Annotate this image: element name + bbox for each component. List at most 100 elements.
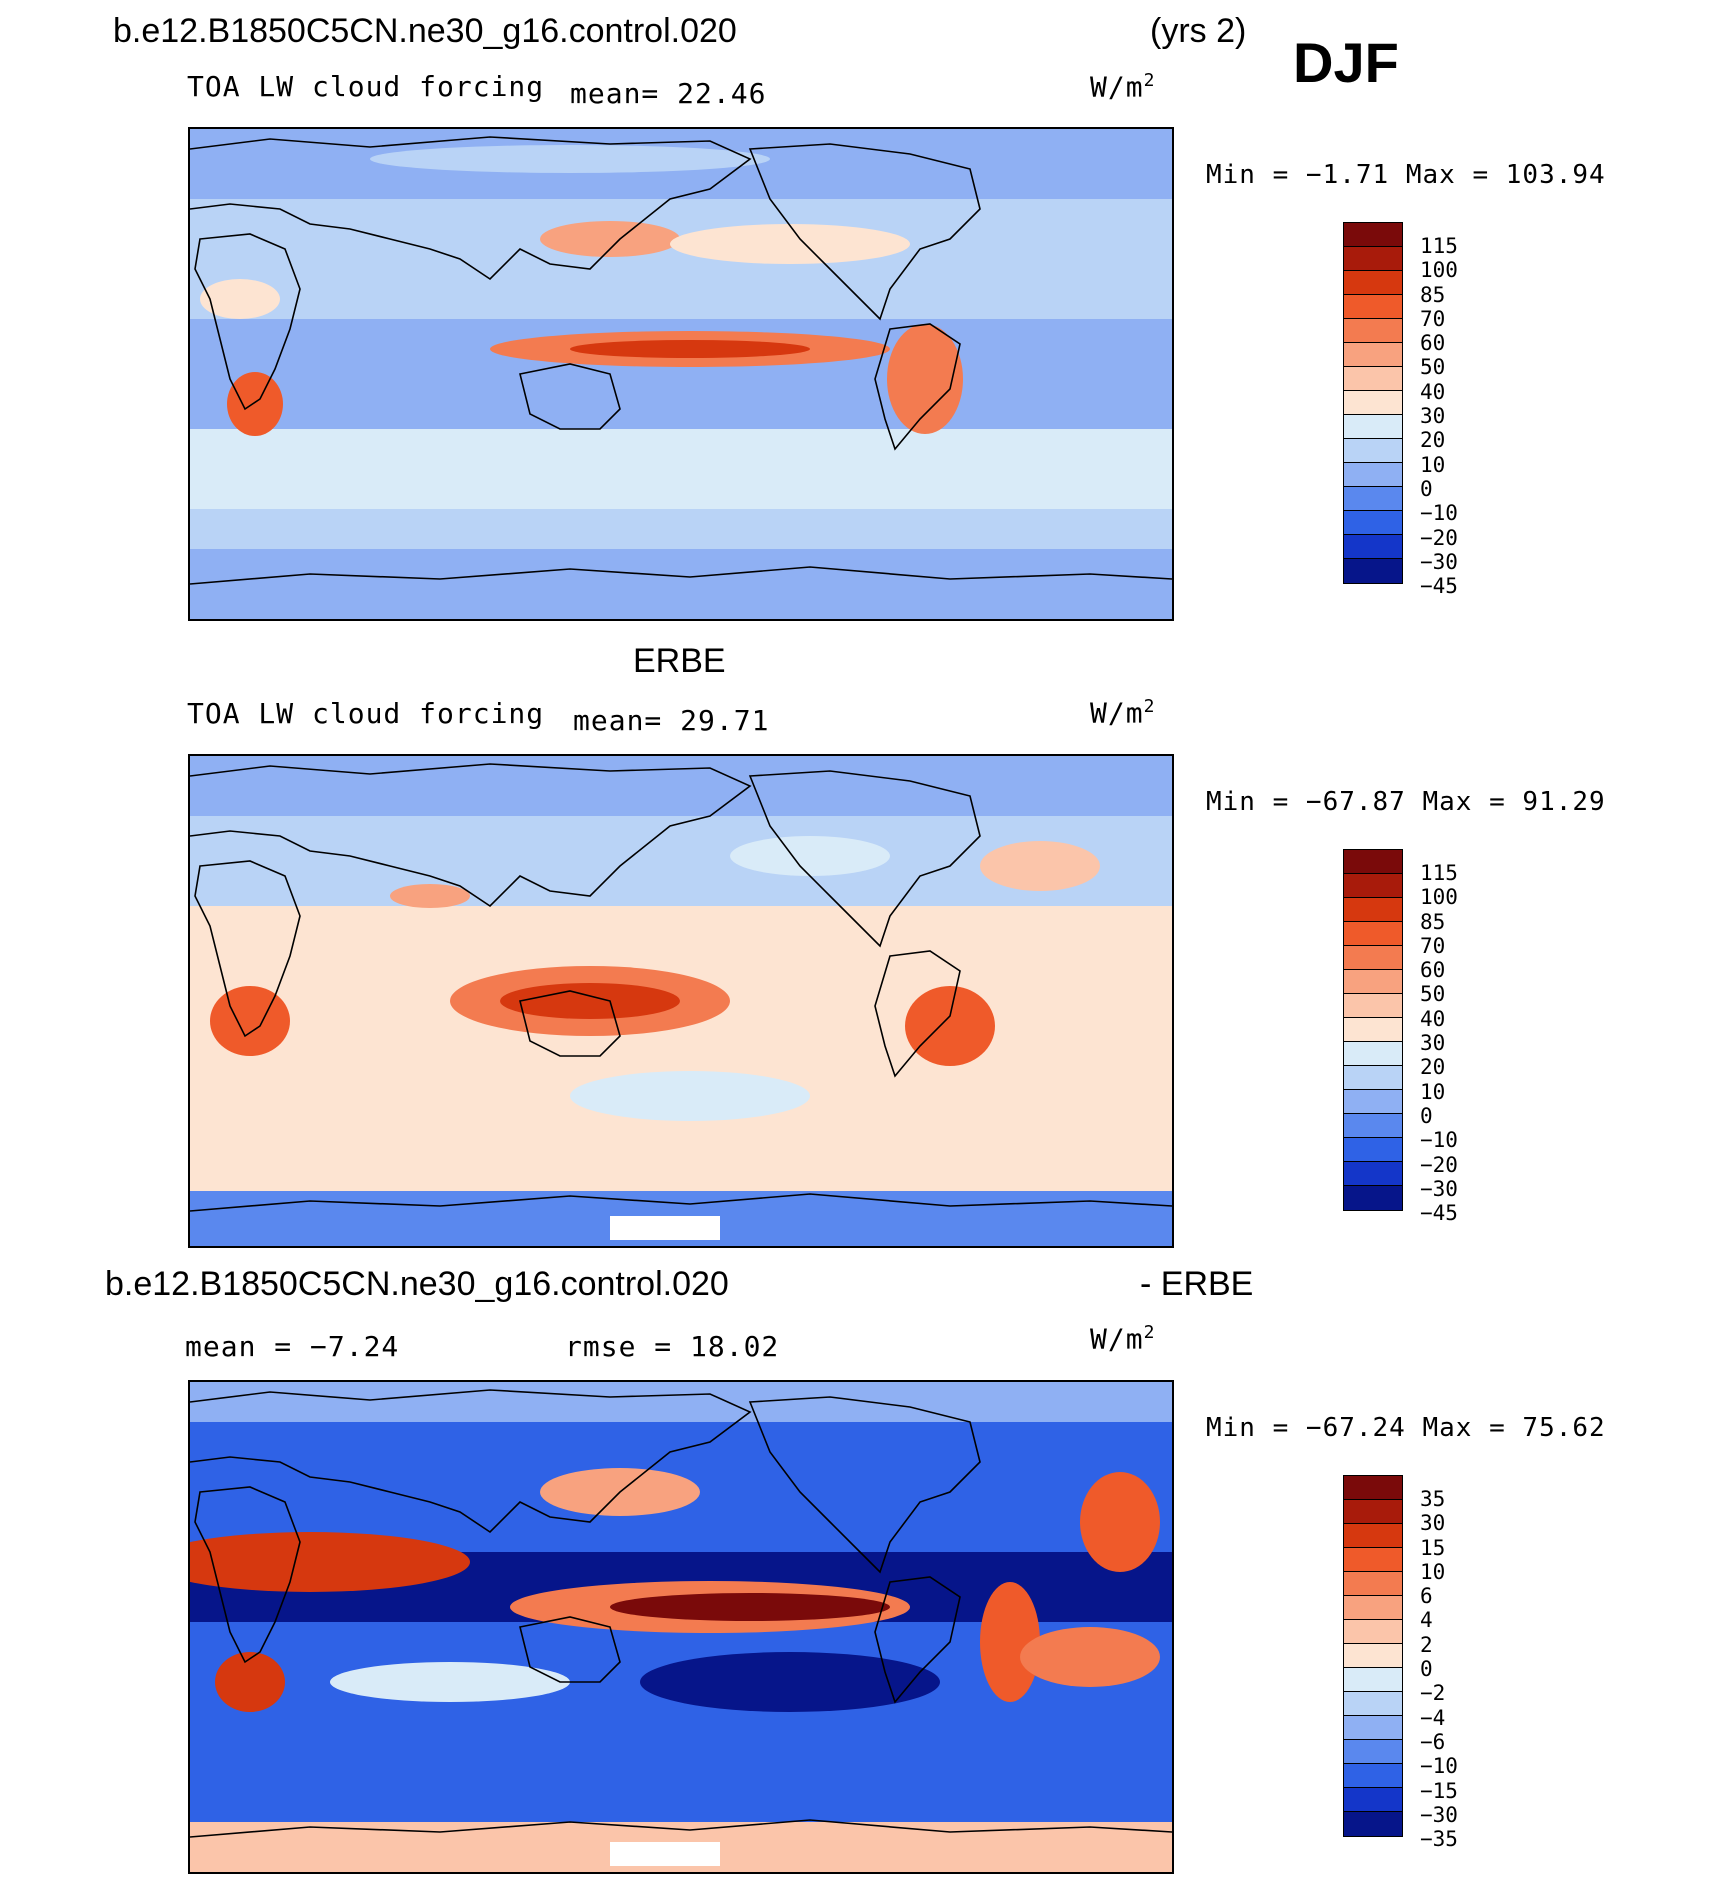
colorbar-swatch [1344, 1596, 1402, 1620]
field-blob [330, 1662, 570, 1702]
colorbar-swatch [1344, 391, 1402, 415]
missing-data-patch [610, 1216, 720, 1240]
colorbar-tick-label: 4 [1420, 1608, 1433, 1633]
field-blob [670, 224, 910, 264]
coastline [874, 950, 961, 1078]
field-blob [1080, 1472, 1160, 1572]
colorbar-swatch [1344, 1476, 1402, 1500]
colorbar-tick-label: 85 [1420, 282, 1446, 307]
colorbar-tick-label: −20 [1420, 525, 1458, 550]
colorbar-tick-label: 10 [1420, 1079, 1446, 1104]
field-blob [1020, 1627, 1160, 1687]
colorbar-swatch [1344, 1788, 1402, 1812]
coastline [190, 763, 752, 908]
colorbar-swatch [1344, 1066, 1402, 1090]
field-blob [370, 145, 770, 173]
colorbar-swatch [1344, 850, 1402, 874]
panel3-mean: mean = −7.24 [185, 1330, 400, 1363]
colorbar-tick-label: 85 [1420, 909, 1446, 934]
field-blob [980, 1582, 1040, 1702]
coastline [874, 1576, 961, 1704]
colorbar-swatch [1344, 535, 1402, 559]
colorbar-tick-label: 50 [1420, 982, 1446, 1007]
colorbar-tick-label: 115 [1420, 861, 1458, 885]
colorbar-swatch [1344, 367, 1402, 391]
colorbar-swatch [1344, 1162, 1402, 1186]
colorbar-swatch [1344, 1740, 1402, 1764]
colorbar-swatch [1344, 1716, 1402, 1740]
colorbar-swatch [1344, 1548, 1402, 1572]
colorbar-swatch [1344, 1764, 1402, 1788]
years-label: (yrs 2) [1150, 12, 1247, 50]
colorbar-swatch [1344, 463, 1402, 487]
colorbar-tick-label: 70 [1420, 933, 1446, 958]
field-band [190, 429, 1172, 509]
colorbar-swatch [1344, 247, 1402, 271]
colorbar-tick-label: 70 [1420, 306, 1446, 331]
colorbar-tick-label: −30 [1420, 1176, 1458, 1201]
colorbar-tick-label: −6 [1420, 1729, 1446, 1754]
panel3-title-right: - ERBE [1140, 1265, 1254, 1303]
panel3-colorbar [1343, 1475, 1403, 1837]
colorbar-swatch [1344, 1186, 1402, 1210]
colorbar-tick-label: −30 [1420, 1802, 1458, 1827]
panel1-variable: TOA LW cloud forcing [187, 70, 545, 103]
field-band [190, 1772, 1172, 1822]
colorbar-swatch [1344, 946, 1402, 970]
colorbar-tick-label: −10 [1420, 1128, 1458, 1153]
colorbar-swatch [1344, 1524, 1402, 1548]
colorbar-swatch [1344, 1692, 1402, 1716]
colorbar-swatch [1344, 1138, 1402, 1162]
colorbar-tick-label: 20 [1420, 428, 1446, 453]
colorbar-swatch [1344, 319, 1402, 343]
panel1-units: W/m2 [1090, 70, 1156, 104]
colorbar-tick-label: 35 [1420, 1487, 1446, 1511]
panel2-variable: TOA LW cloud forcing [187, 697, 545, 730]
field-blob [210, 986, 290, 1056]
panel3-title-left: b.e12.B1850C5CN.ne30_g16.control.020 [105, 1265, 729, 1303]
colorbar-tick-label: −10 [1420, 1754, 1458, 1779]
coastline [748, 770, 981, 948]
field-blob [905, 986, 995, 1066]
coastline [190, 136, 752, 281]
colorbar-tick-label: 30 [1420, 404, 1446, 429]
panel2-colorbar-labels: 115 100 85 70 60 50 40 30 20 10 0 −10 −20 −30 −45 [1420, 861, 1458, 1225]
panel2-mean: mean= 29.71 [573, 704, 770, 737]
colorbar-swatch [1344, 343, 1402, 367]
colorbar-swatch [1344, 1042, 1402, 1066]
coastline [190, 1819, 1172, 1838]
field-band [190, 509, 1172, 549]
colorbar-tick-label: 6 [1420, 1584, 1433, 1609]
missing-data-patch [610, 1842, 720, 1866]
coastline [194, 233, 301, 411]
panel3-minmax: Min = −67.24 Max = 75.62 [1206, 1413, 1606, 1443]
colorbar-swatch [1344, 1018, 1402, 1042]
colorbar-tick-label: −2 [1420, 1681, 1446, 1706]
colorbar-tick-label: 60 [1420, 331, 1446, 356]
field-blob [980, 841, 1100, 891]
coastline [194, 1486, 301, 1664]
panel2-units: W/m2 [1090, 696, 1156, 730]
field-band [190, 199, 1172, 319]
colorbar-swatch [1344, 415, 1402, 439]
colorbar-swatch [1344, 1644, 1402, 1668]
colorbar-swatch [1344, 874, 1402, 898]
colorbar-tick-label: −35 [1420, 1827, 1458, 1852]
field-band [190, 1111, 1172, 1191]
coastline [519, 1616, 621, 1683]
colorbar-tick-label: −20 [1420, 1152, 1458, 1177]
panel2-minmax: Min = −67.87 Max = 91.29 [1206, 787, 1606, 817]
field-band [190, 1382, 1172, 1422]
colorbar-tick-label: −4 [1420, 1705, 1446, 1730]
field-blob [610, 1593, 890, 1621]
panel1-minmax: Min = −1.71 Max = 103.94 [1206, 160, 1606, 190]
coastline [190, 1389, 752, 1534]
colorbar-tick-label: 2 [1420, 1632, 1433, 1657]
colorbar-tick-label: 40 [1420, 379, 1446, 404]
field-blob [390, 884, 470, 908]
colorbar-tick-label: 100 [1420, 885, 1458, 910]
field-blob [227, 372, 283, 436]
panel1-map [188, 127, 1174, 621]
field-band [190, 756, 1172, 816]
panel3-rmse: rmse = 18.02 [565, 1330, 780, 1363]
